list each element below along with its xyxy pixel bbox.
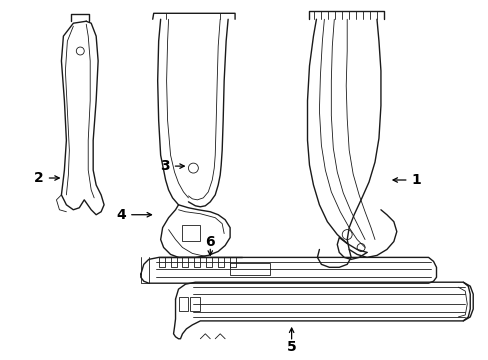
Bar (230, 264, 269, 275)
Text: 4: 4 (116, 208, 125, 222)
Text: 3: 3 (160, 159, 169, 173)
Text: 5: 5 (286, 340, 296, 354)
Bar (182, 225, 200, 240)
Text: 2: 2 (34, 171, 43, 185)
Bar (190, 297, 200, 311)
Text: 1: 1 (411, 173, 421, 187)
Text: 6: 6 (205, 234, 215, 248)
Bar (178, 297, 188, 311)
